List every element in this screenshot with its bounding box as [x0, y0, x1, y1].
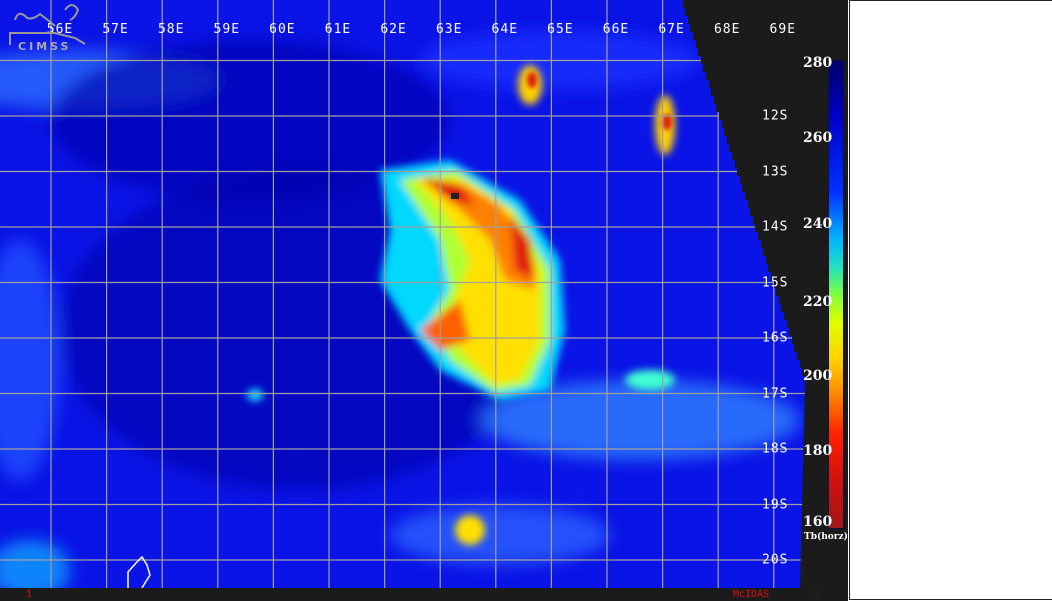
longitude-label: 65E — [547, 22, 574, 37]
status-bar: 1 McIDAS 11 — [0, 588, 848, 601]
longitude-label: 68E — [713, 22, 741, 37]
frame-end: 11 — [808, 589, 821, 600]
satellite-image[interactable]: 56E 57E 58E 59E 60E 61E 62E 63E 64E 65E 66E 67E 68E 6… — [0, 0, 848, 588]
longitude-label: 60E — [269, 22, 296, 37]
svg-text:CIMSS: CIMSS — [18, 40, 71, 53]
coastline — [127, 555, 151, 588]
longitude-label: 67E — [658, 22, 685, 37]
no-data-swath-edge — [680, 0, 848, 588]
latitude-label: 15S — [762, 275, 789, 290]
latitude-label: 19S — [762, 497, 789, 512]
latitude-label: 17S — [762, 386, 789, 401]
colorbar-tick: 200 — [803, 368, 833, 384]
longitude-label: 57E — [102, 22, 129, 37]
longitude-label: 64E — [491, 22, 519, 37]
cimss-logo: CIMSS — [9, 4, 86, 53]
software-label: McIDAS — [733, 589, 770, 600]
latitude-label: 16S — [762, 330, 789, 346]
longitude-label: 69E — [769, 22, 797, 37]
colorbar-tick: 280 — [803, 55, 833, 71]
colorbar — [828, 60, 844, 529]
colorbar-tick: 160 — [803, 514, 833, 530]
brightness-temperature-field — [0, 0, 848, 588]
latitude-label: 12S — [762, 108, 789, 124]
latitude-label: 13S — [762, 164, 789, 179]
colorbar-tick: 240 — [803, 216, 833, 232]
longitude-label: 61E — [324, 22, 352, 37]
latitude-label: 18S — [762, 441, 789, 457]
longitude-label: 63E — [435, 22, 463, 37]
longitude-label: 62E — [380, 22, 407, 37]
latitude-label: 20S — [762, 552, 789, 568]
longitude-label: 66E — [602, 22, 630, 37]
frame-start: 1 — [26, 589, 33, 600]
colorbar-tick: 180 — [803, 443, 833, 459]
longitude-label: 59E — [213, 22, 241, 37]
colorbar-unit: Tb(horz) — [804, 532, 848, 542]
colorbar-tick: 220 — [803, 294, 833, 310]
longitude-label: 58E — [157, 22, 185, 37]
colorbar-tick: 260 — [803, 130, 833, 146]
blank-panel — [849, 0, 1052, 600]
latitude-label: 14S — [762, 219, 789, 235]
lat-lon-grid — [0, 0, 848, 588]
